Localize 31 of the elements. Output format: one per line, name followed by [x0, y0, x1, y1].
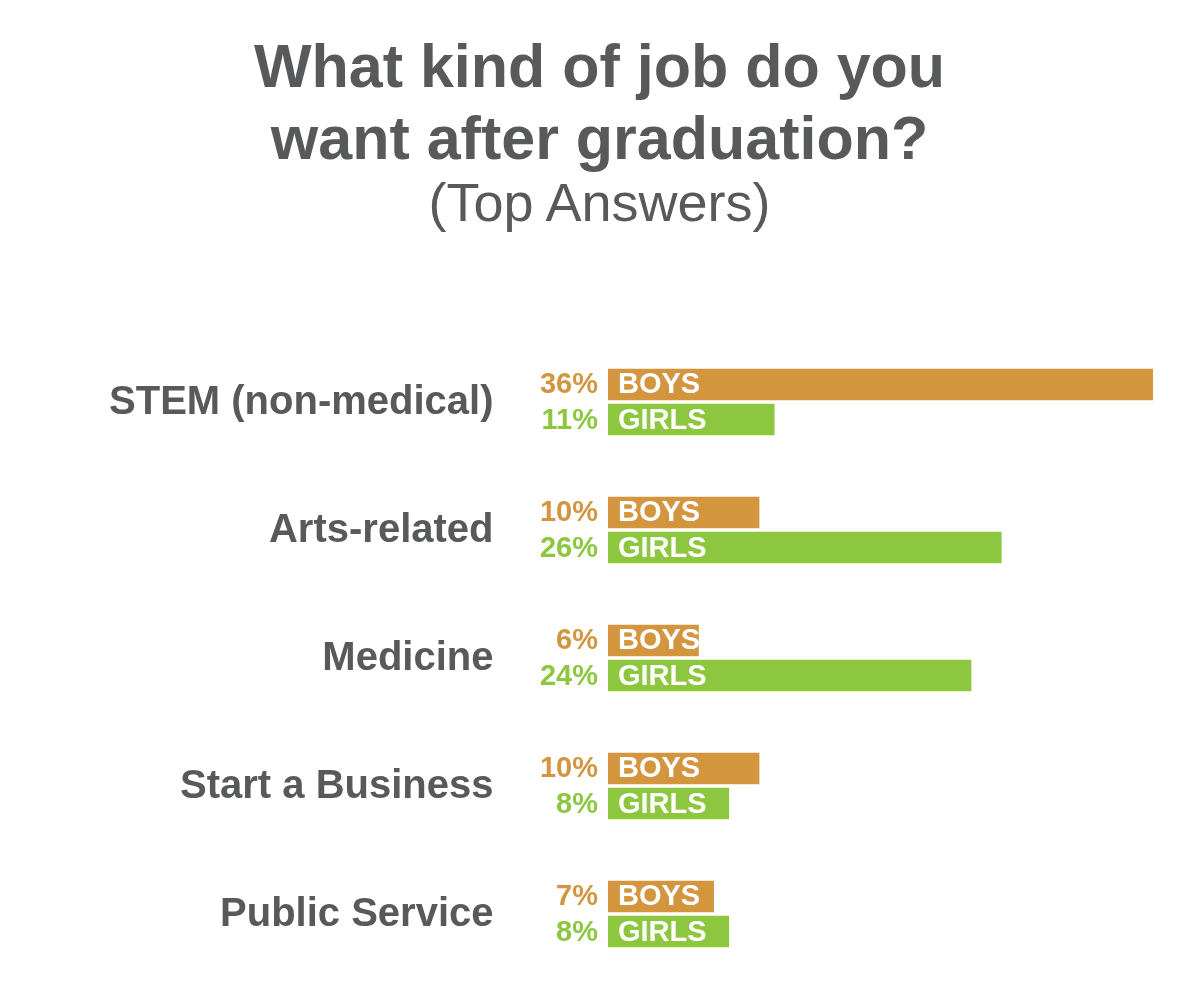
text: BOYS	[618, 751, 701, 784]
data-label: 8%	[556, 914, 599, 947]
data-label: 11%	[541, 402, 599, 435]
text: BOYS	[618, 879, 701, 912]
y-tick-label: Public Service	[220, 890, 494, 934]
text: BOYS	[618, 495, 701, 528]
bar	[608, 531, 1002, 564]
y-tick-label: Start a Business	[180, 762, 494, 806]
text: GIRLS	[618, 786, 707, 819]
text: GIRLS	[618, 658, 707, 691]
y-tick-label: Medicine	[322, 634, 494, 678]
text: want after graduation?	[270, 104, 929, 172]
data-label: 8%	[556, 786, 599, 819]
text: GIRLS	[618, 914, 707, 947]
text: What kind of job do you	[253, 32, 946, 100]
bar	[608, 659, 972, 692]
series-label: GIRLS	[618, 402, 707, 435]
y-tick-label: Arts-related	[268, 506, 494, 550]
text: BOYS	[618, 623, 701, 656]
series-label: BOYS	[618, 367, 701, 400]
y-tick-label: STEM (non-medical)	[109, 378, 494, 422]
data-label: 36%	[539, 367, 599, 400]
data-label: 7%	[556, 879, 599, 912]
text: GIRLS	[618, 530, 707, 563]
data-label: 6%	[556, 623, 599, 656]
data-label: 10%	[539, 495, 599, 528]
data-label: 10%	[539, 751, 599, 784]
data-label: 24%	[539, 658, 599, 691]
chart-subtitle: (Top Answers)	[428, 172, 771, 232]
data-label: 26%	[539, 530, 599, 563]
bar	[608, 368, 1153, 401]
